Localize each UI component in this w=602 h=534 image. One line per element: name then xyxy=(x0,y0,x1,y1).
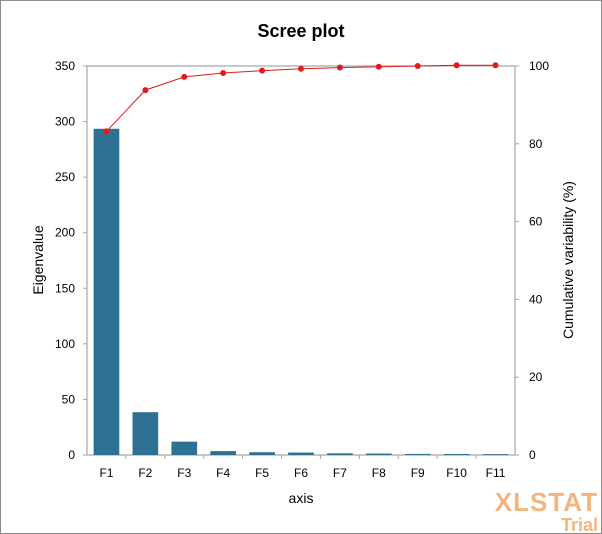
y-tick-label: 50 xyxy=(62,392,76,406)
x-tick-label: F7 xyxy=(333,466,347,480)
watermark-edition: Trial xyxy=(561,515,598,533)
chart-title: Scree plot xyxy=(257,21,344,41)
cumulative-variability-point xyxy=(259,67,266,74)
y2-tick-label: 0 xyxy=(529,448,536,462)
y2-tick-label: 80 xyxy=(529,137,543,151)
cumulative-variability-point xyxy=(492,62,499,69)
cumulative-variability-point xyxy=(453,62,460,69)
x-tick-label: F4 xyxy=(216,466,230,480)
cumulative-variability-point xyxy=(298,65,304,72)
eigenvalue-bar xyxy=(210,451,237,455)
cumulative-variability-line xyxy=(106,64,496,132)
eigenvalue-bar xyxy=(482,454,509,455)
eigenvalue-bar xyxy=(365,453,392,455)
y2-axis-label: Cumulative variability (%) xyxy=(560,181,576,339)
eigenvalue-bar xyxy=(327,453,353,455)
y-tick-label: 350 xyxy=(55,59,75,73)
y2-tick-label: 60 xyxy=(529,215,543,229)
x-tick-label: F10 xyxy=(446,466,467,480)
x-axis-label: axis xyxy=(289,490,314,506)
cumulative-variability-point xyxy=(220,70,227,77)
eigenvalue-bar xyxy=(93,128,120,455)
eigenvalue-bar xyxy=(443,453,470,455)
cumulative-variability-point xyxy=(336,64,343,71)
x-tick-label: F9 xyxy=(411,466,425,480)
eigenvalue-bar xyxy=(171,441,198,455)
eigenvalue-bar xyxy=(288,452,314,455)
cumulative-variability-point xyxy=(375,63,382,70)
cumulative-variability-point xyxy=(142,87,149,94)
y2-tick-label: 20 xyxy=(529,370,543,384)
eigenvalue-bar xyxy=(132,412,159,455)
y-tick-label: 150 xyxy=(55,281,75,295)
y-tick-label: 100 xyxy=(55,337,75,351)
cumulative-variability-point xyxy=(414,63,421,69)
x-tick-label: F2 xyxy=(138,466,152,480)
watermark-brand: XLSTAT xyxy=(495,487,598,517)
x-tick-label: F1 xyxy=(99,466,113,480)
y-tick-label: 300 xyxy=(55,115,75,129)
cumulative-variability-point xyxy=(103,128,110,135)
y2-tick-label: 100 xyxy=(529,59,549,73)
x-tick-label: F6 xyxy=(294,466,308,480)
y-tick-label: 0 xyxy=(68,448,75,462)
eigenvalue-bar xyxy=(404,453,431,455)
y-tick-label: 250 xyxy=(55,170,75,184)
eigenvalue-bar xyxy=(249,452,275,455)
y-tick-label: 200 xyxy=(55,226,75,240)
y2-tick-label: 40 xyxy=(529,292,543,306)
cumulative-variability-point xyxy=(181,73,188,80)
x-tick-label: F3 xyxy=(177,466,191,480)
y-axis-label: Eigenvalue xyxy=(30,225,46,294)
x-tick-label: F5 xyxy=(255,466,269,480)
x-tick-label: F11 xyxy=(486,466,506,480)
x-tick-label: F8 xyxy=(372,466,386,480)
